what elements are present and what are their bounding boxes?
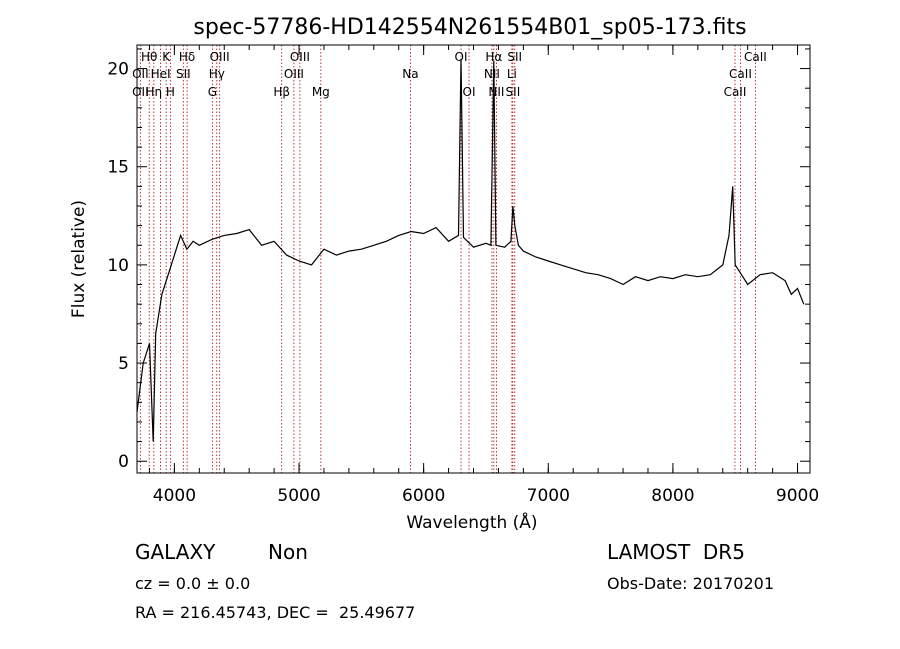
spectrum-line (136, 58, 805, 442)
line-label-3: Hη (146, 85, 163, 99)
line-label-1: OII (132, 85, 149, 99)
line-label-7: Hδ (179, 50, 195, 64)
line-label-8: SII (176, 67, 191, 81)
x-tick-label-0: 4000 (153, 486, 196, 506)
line-label-4: HeI (151, 67, 171, 81)
y-tick-label-1: 5 (118, 354, 129, 374)
object-subclass: Non (268, 540, 308, 564)
y-tick-label-0: 0 (118, 452, 129, 472)
line-label-18: OI (463, 85, 476, 99)
line-label-25: CaII (744, 50, 767, 64)
x-tick-label-5: 9000 (776, 486, 819, 506)
x-tick-label-4: 8000 (651, 486, 694, 506)
line-label-17: OI (455, 50, 468, 64)
ra-dec: RA = 216.45743, DEC = 25.49677 (135, 603, 416, 622)
line-label-22: SII (507, 50, 522, 64)
plot-frame (136, 44, 811, 474)
line-label-6: H (166, 85, 175, 99)
object-class: GALAXY (135, 540, 216, 564)
line-label-26: CaII (729, 67, 752, 81)
line-label-14: OIII (284, 67, 304, 81)
line-label-23: Li (507, 67, 517, 81)
line-label-20: NII (484, 67, 500, 81)
chart-title: spec-57786-HD142554N261554B01_sp05-173.f… (193, 15, 746, 40)
line-label-12: Hβ (273, 85, 290, 99)
line-label-10: Hγ (209, 67, 225, 81)
y-tick-label-4: 20 (107, 60, 129, 80)
line-label-16: Na (402, 67, 418, 81)
line-label-5: K (162, 50, 171, 64)
line-label-0: OII (132, 67, 149, 81)
y-tick-label-2: 10 (107, 256, 129, 276)
line-label-21: NII (488, 85, 504, 99)
line-label-11: G (208, 85, 217, 99)
y-tick-label-3: 15 (107, 158, 129, 178)
x-tick-label-1: 5000 (277, 486, 320, 506)
line-label-2: Hθ (141, 50, 157, 64)
x-axis: 4000 5000 6000 7000 8000 9000 (148, 45, 819, 506)
line-label-27: CaII (724, 85, 747, 99)
y-axis: 0 5 10 15 20 (107, 48, 810, 472)
observation-date: Obs-Date: 20170201 (607, 574, 775, 593)
x-axis-label: Wavelength (Å) (406, 511, 537, 533)
redshift-cz: cz = 0.0 ± 0.0 (135, 574, 251, 593)
x-tick-label-3: 7000 (527, 486, 570, 506)
x-tick-label-2: 6000 (402, 486, 445, 506)
line-label-13: OIII (290, 50, 310, 64)
y-axis-label: Flux (relative) (69, 200, 89, 318)
line-markers (139, 45, 756, 473)
line-label-15: Mg (312, 85, 330, 99)
line-label-9: OIII (210, 50, 230, 64)
line-label-19: Hα (485, 50, 502, 64)
line-label-24: SII (506, 85, 521, 99)
survey-release: LAMOST DR5 (607, 540, 745, 564)
line-labels: OII OII Hθ Hη HeI K H Hδ SII OIII Hγ G Hβ OIII OIII Mg N… (132, 50, 767, 99)
